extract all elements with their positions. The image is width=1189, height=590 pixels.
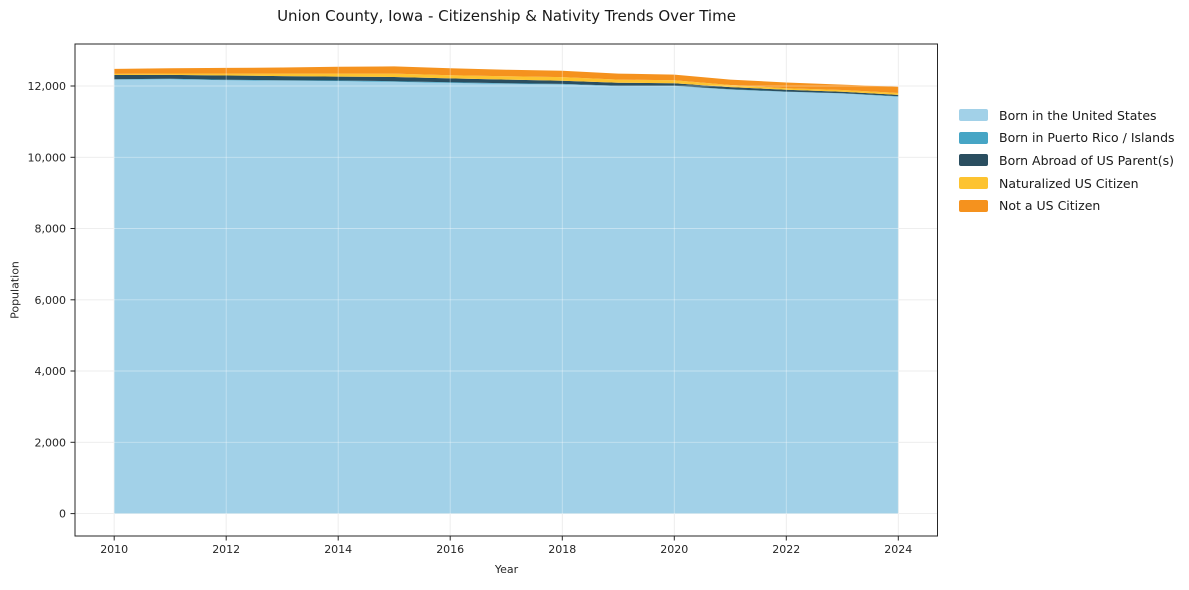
y-tick-label: 10,000 xyxy=(28,151,67,164)
x-tick-label: 2014 xyxy=(324,543,352,556)
legend-item-born-in-puerto-rico-islands: Born in Puerto Rico / Islands xyxy=(959,127,1175,150)
legend-label: Born Abroad of US Parent(s) xyxy=(999,152,1174,168)
x-tick-label: 2022 xyxy=(772,543,800,556)
x-axis-ticks: 2010 2012 2014 2016 2018 2020 2022 2024 xyxy=(100,536,912,556)
x-tick-label: 2016 xyxy=(436,543,464,556)
plot-border xyxy=(74,43,938,537)
chart-title: Union County, Iowa - Citizenship & Nativ… xyxy=(277,7,736,25)
y-tick-label: 12,000 xyxy=(28,80,67,93)
stacked-areas xyxy=(114,66,899,514)
y-axis-ticks: 0 2,000 4,000 6,000 8,000 10,000 12,000 xyxy=(28,80,75,521)
y-tick-label: 0 xyxy=(59,508,66,521)
legend-swatch-icon xyxy=(959,177,988,190)
legend-item-born-in-the-united-states: Born in the United States xyxy=(959,104,1175,127)
y-tick-label: 2,000 xyxy=(35,436,67,449)
legend-label: Naturalized US Citizen xyxy=(999,175,1139,191)
legend-swatch-icon xyxy=(959,199,988,212)
y-tick-label: 6,000 xyxy=(35,294,67,307)
y-axis-label: Population xyxy=(8,261,22,319)
legend-label: Born in Puerto Rico / Islands xyxy=(999,130,1175,146)
x-axis-label: Year xyxy=(494,563,519,576)
x-tick-label: 2018 xyxy=(548,543,576,556)
area-born-in-the-united-states xyxy=(114,79,899,514)
grid-over xyxy=(75,44,938,536)
area-naturalized-us-citizen xyxy=(114,73,899,95)
legend-swatch-icon xyxy=(959,154,988,167)
x-tick-label: 2010 xyxy=(100,543,128,556)
area-not-a-us-citizen xyxy=(114,66,899,93)
x-tick-label: 2020 xyxy=(660,543,688,556)
legend-item-not-a-us-citizen: Not a US Citizen xyxy=(959,194,1175,217)
legend-item-born-abroad-of-us-parent-s: Born Abroad of US Parent(s) xyxy=(959,149,1175,172)
legend-label: Not a US Citizen xyxy=(999,198,1101,214)
legend-swatch-icon xyxy=(959,131,988,144)
x-tick-label: 2024 xyxy=(884,543,912,556)
area-born-abroad-of-us-parent-s xyxy=(114,74,899,97)
legend-label: Born in the United States xyxy=(999,107,1157,123)
x-tick-label: 2012 xyxy=(212,543,240,556)
legend-item-naturalized-us-citizen: Naturalized US Citizen xyxy=(959,172,1175,195)
y-tick-label: 8,000 xyxy=(35,223,67,236)
legend-swatch-icon xyxy=(959,109,988,122)
legend: Born in the United States Born in Puerto … xyxy=(959,104,1175,217)
y-tick-label: 4,000 xyxy=(35,365,67,378)
